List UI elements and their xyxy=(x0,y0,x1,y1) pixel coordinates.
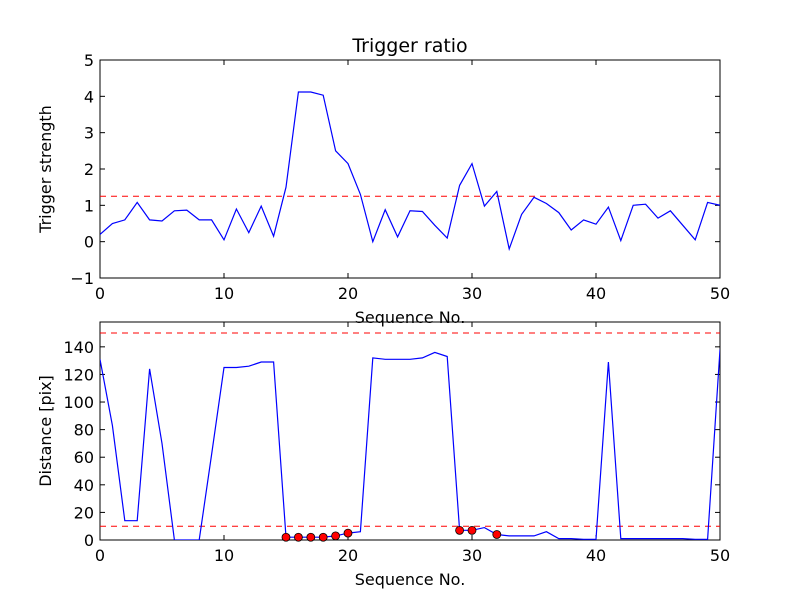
y-tick-label: −1 xyxy=(70,269,94,288)
chart-title: Trigger ratio xyxy=(351,35,467,57)
y-tick-label: 120 xyxy=(63,365,94,384)
y-tick-label: 20 xyxy=(74,503,94,522)
x-tick-label: 20 xyxy=(338,546,358,565)
y-tick-label: 100 xyxy=(63,393,94,412)
x-tick-label: 0 xyxy=(95,284,105,303)
x-axis-label: Sequence No. xyxy=(355,570,466,589)
x-tick-label: 50 xyxy=(710,546,730,565)
y-tick-label: 4 xyxy=(84,87,94,106)
distance-chart: 0 10 20 30 40 50 0 20 40 60 80 100 120 140 Sequence No… xyxy=(36,321,730,589)
x-tick-label: 40 xyxy=(586,546,606,565)
x-tick-label: 10 xyxy=(214,284,234,303)
trigger-marker xyxy=(343,528,353,538)
x-tick-label: 20 xyxy=(338,284,358,303)
trigger-marker xyxy=(492,530,502,539)
y-axis-label: Distance [pix] xyxy=(36,375,55,487)
y-tick-label: 80 xyxy=(74,421,94,440)
plot-frame xyxy=(99,59,721,279)
y-tick-label: 140 xyxy=(63,338,94,357)
x-axis-label: Sequence No. xyxy=(355,308,466,327)
x-tick-label: 30 xyxy=(462,284,482,303)
y-axis-label: Trigger strength xyxy=(36,105,55,234)
trigger-marker xyxy=(281,532,291,542)
series-line xyxy=(100,91,720,252)
y-tick-label: 40 xyxy=(74,476,94,495)
plot-frame xyxy=(99,321,721,541)
trigger-marker xyxy=(306,532,316,542)
trigger-marker xyxy=(331,531,341,541)
y-tick-label: 0 xyxy=(84,233,94,252)
y-tick-label: 60 xyxy=(74,448,94,467)
y-tick-label: 2 xyxy=(84,160,94,179)
x-tick-label: 40 xyxy=(586,284,606,303)
x-tick-label: 30 xyxy=(462,546,482,565)
x-tick-label: 0 xyxy=(95,546,105,565)
y-tick-label: 0 xyxy=(84,531,94,550)
trigger-marker xyxy=(293,532,303,542)
trigger-marker xyxy=(455,525,465,535)
y-tick-label: 1 xyxy=(84,196,94,215)
x-tick-label: 50 xyxy=(710,284,730,303)
x-tick-label: 10 xyxy=(214,546,234,565)
trigger-marker xyxy=(318,532,328,542)
trigger-marker xyxy=(467,525,477,535)
series-line xyxy=(100,349,720,540)
y-tick-label: 3 xyxy=(84,124,94,143)
y-tick-label: 5 xyxy=(84,51,94,70)
